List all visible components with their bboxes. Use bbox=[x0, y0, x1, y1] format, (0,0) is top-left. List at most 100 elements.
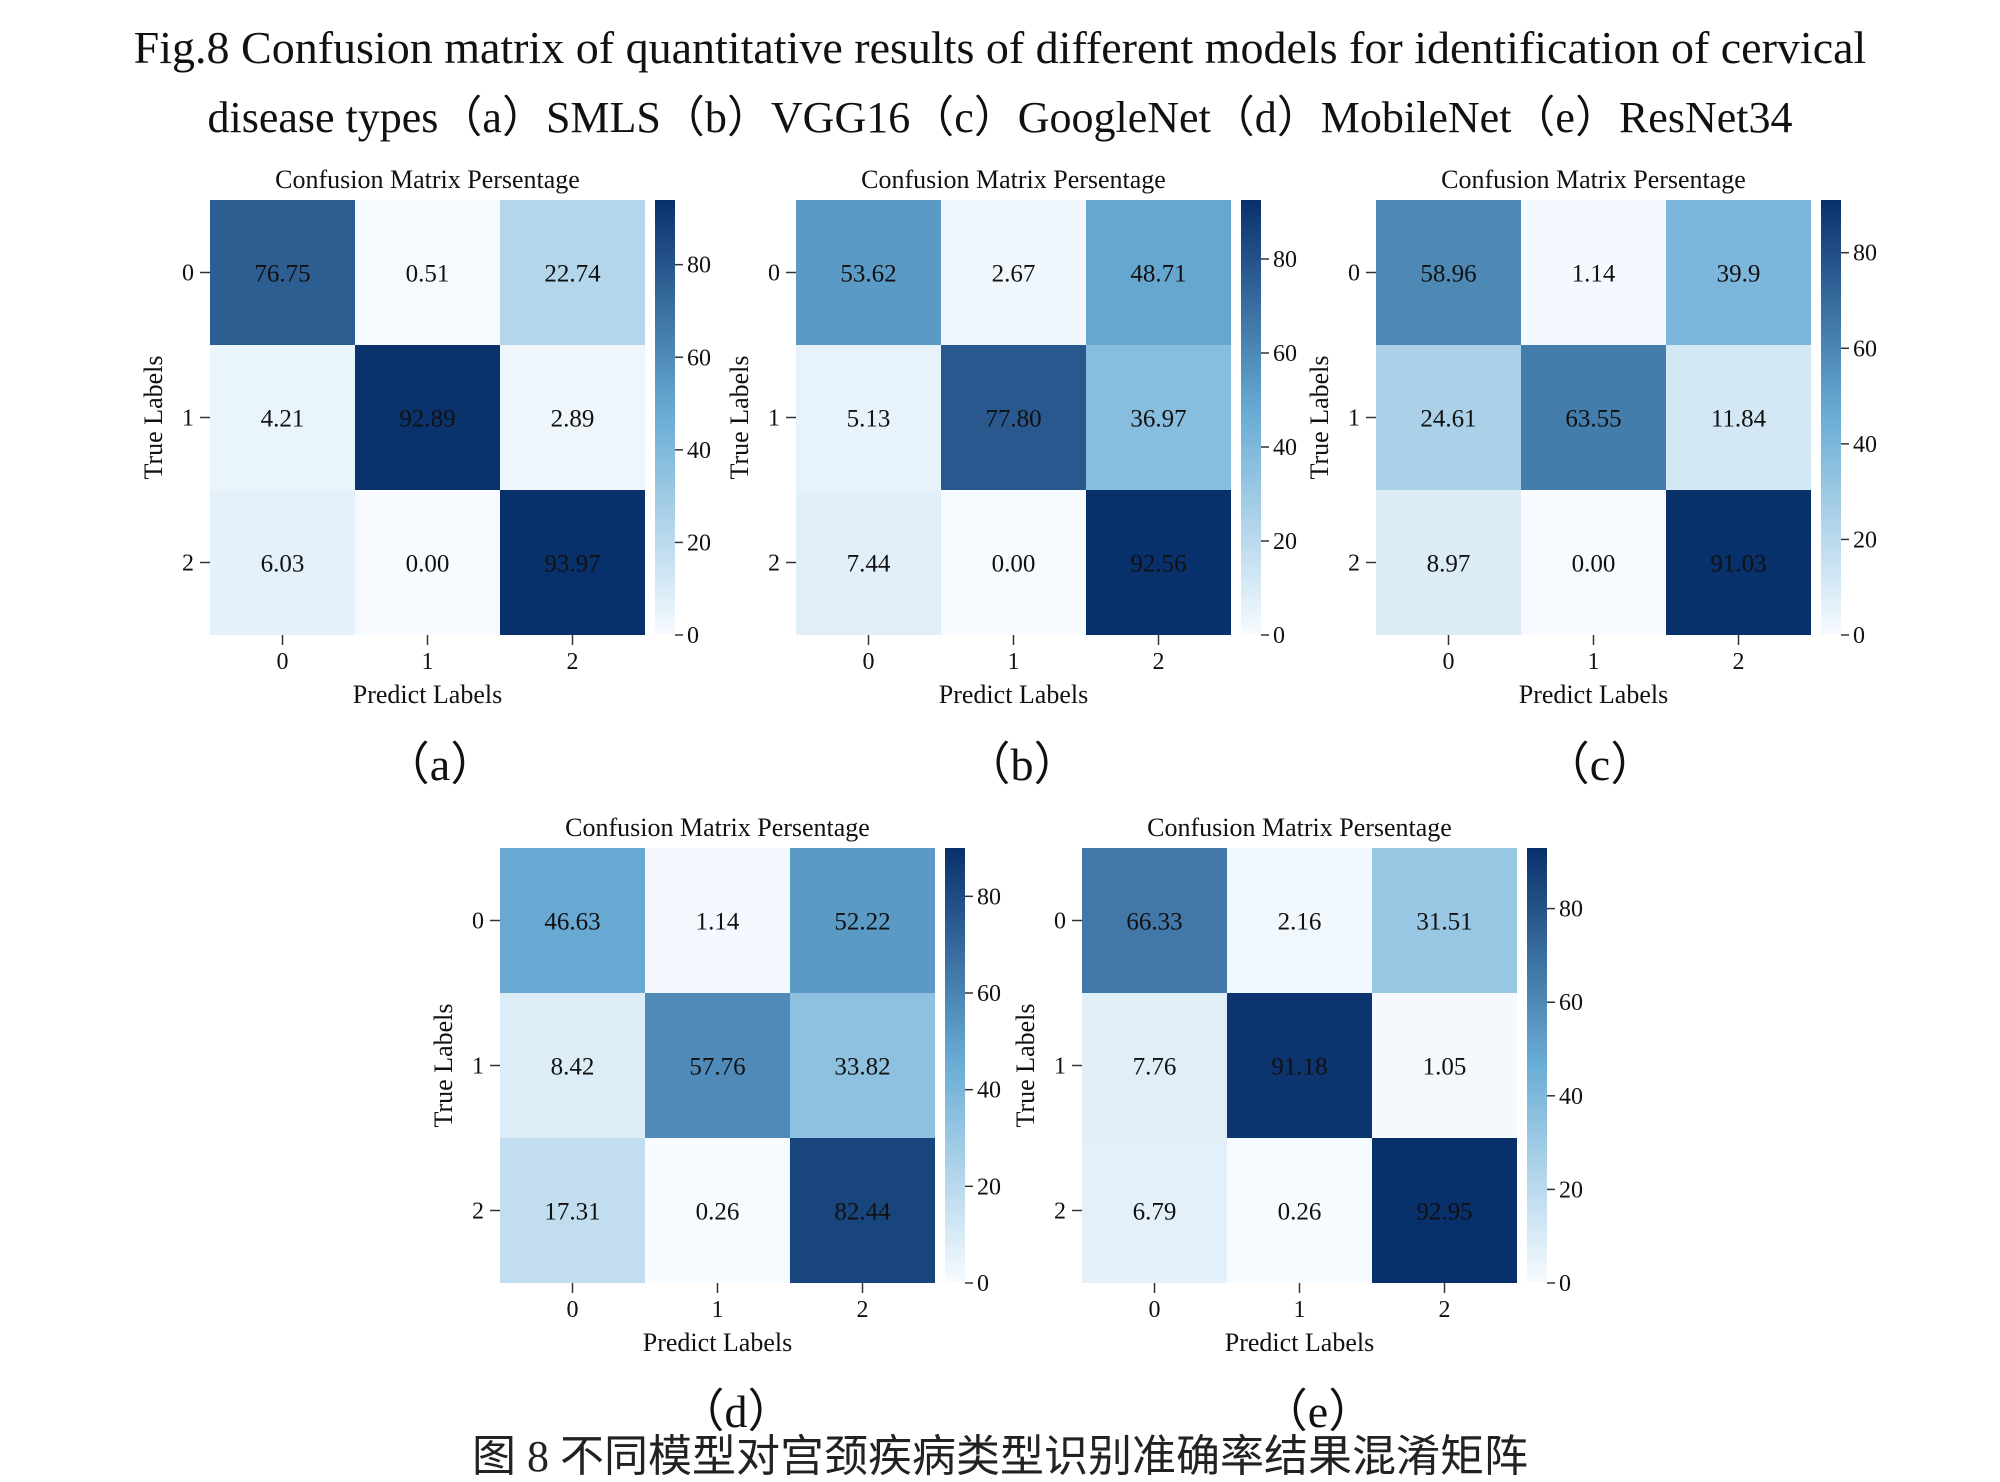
heatmap-cell bbox=[941, 490, 1086, 635]
y-axis-label: True Labels bbox=[725, 356, 754, 480]
x-tick-label: 1 bbox=[1008, 649, 1020, 675]
cell-value-label: 91.03 bbox=[1710, 551, 1766, 578]
chart-title: Confusion Matrix Persentage bbox=[275, 165, 580, 194]
cell-value-label: 7.76 bbox=[1133, 1054, 1177, 1081]
cell-value-label: 1.05 bbox=[1423, 1054, 1467, 1081]
heatmap-cell bbox=[1376, 490, 1521, 635]
heatmap-cell bbox=[1376, 345, 1521, 490]
cell-value-label: 36.97 bbox=[1130, 406, 1186, 433]
y-tick-label: 2 bbox=[182, 551, 194, 577]
y-tick-label: 1 bbox=[182, 406, 194, 432]
cell-value-label: 4.21 bbox=[261, 406, 305, 433]
colorbar-tick-label: 20 bbox=[1853, 527, 1877, 553]
colorbar-tick-label: 60 bbox=[1853, 336, 1877, 362]
colorbar-tick-label: 20 bbox=[1559, 1177, 1583, 1203]
x-tick-label: 1 bbox=[422, 649, 434, 675]
figure-caption-english-line2: disease types（a）SMLS（b）VGG16（c）GoogleNet… bbox=[207, 93, 1793, 142]
heatmap-cell bbox=[355, 345, 500, 490]
x-tick-label: 0 bbox=[1149, 1297, 1161, 1323]
heatmap-cell bbox=[355, 490, 500, 635]
y-tick-label: 0 bbox=[1348, 261, 1360, 287]
heatmap-cell bbox=[210, 490, 355, 635]
colorbar-tick-label: 60 bbox=[687, 345, 711, 371]
heatmap-cell bbox=[1666, 345, 1811, 490]
x-axis-label: Predict Labels bbox=[1225, 1328, 1374, 1357]
panel-label-b: （b） bbox=[964, 739, 1080, 790]
heatmap-cell bbox=[1372, 993, 1517, 1138]
cell-value-label: 0.26 bbox=[696, 1199, 740, 1226]
colorbar-tick-label: 0 bbox=[977, 1271, 989, 1297]
heatmap-cell bbox=[941, 345, 1086, 490]
x-axis-label: Predict Labels bbox=[1519, 680, 1668, 709]
figure-caption-chinese: 图 8 不同模型对宫颈疾病类型识别准确率结果混淆矩阵 bbox=[472, 1432, 1528, 1481]
heatmap-cell bbox=[1521, 200, 1666, 345]
heatmap-cell bbox=[645, 993, 790, 1138]
y-tick-label: 1 bbox=[472, 1054, 484, 1080]
cell-value-label: 0.00 bbox=[1572, 551, 1616, 578]
cell-value-label: 2.67 bbox=[992, 261, 1036, 288]
cell-value-label: 52.22 bbox=[834, 909, 890, 936]
y-tick-label: 1 bbox=[1348, 406, 1360, 432]
y-tick-label: 2 bbox=[768, 551, 780, 577]
heatmap-cell bbox=[500, 490, 645, 635]
heatmap-cell bbox=[1082, 993, 1227, 1138]
heatmap-cell bbox=[1227, 1138, 1372, 1283]
colorbar bbox=[1241, 200, 1261, 635]
heatmap-cell bbox=[1082, 1138, 1227, 1283]
heatmap-cell bbox=[1376, 200, 1521, 345]
y-tick-label: 0 bbox=[182, 261, 194, 287]
colorbar-tick-label: 80 bbox=[1853, 241, 1877, 267]
cell-value-label: 8.97 bbox=[1427, 551, 1471, 578]
y-tick-label: 1 bbox=[768, 406, 780, 432]
x-tick-label: 1 bbox=[1588, 649, 1600, 675]
cell-value-label: 77.80 bbox=[985, 406, 1041, 433]
cell-value-label: 92.89 bbox=[399, 406, 455, 433]
x-tick-label: 0 bbox=[863, 649, 875, 675]
colorbar bbox=[945, 848, 965, 1283]
colorbar-tick-label: 20 bbox=[687, 530, 711, 556]
heatmap-cell bbox=[796, 200, 941, 345]
heatmap-cell bbox=[500, 993, 645, 1138]
x-tick-label: 0 bbox=[277, 649, 289, 675]
x-tick-label: 1 bbox=[1294, 1297, 1306, 1323]
heatmap-cell bbox=[1521, 490, 1666, 635]
heatmap-cell bbox=[500, 1138, 645, 1283]
heatmap-cell bbox=[941, 200, 1086, 345]
colorbar-tick-label: 40 bbox=[1273, 435, 1297, 461]
colorbar-tick-label: 60 bbox=[977, 981, 1001, 1007]
colorbar-tick-label: 60 bbox=[1273, 341, 1297, 367]
panel-label-d: （d） bbox=[678, 1386, 794, 1437]
x-tick-label: 0 bbox=[567, 1297, 579, 1323]
colorbar-tick-label: 80 bbox=[687, 253, 711, 279]
heatmap-cell bbox=[355, 200, 500, 345]
panel-label-e: （e） bbox=[1261, 1386, 1375, 1437]
y-axis-label: True Labels bbox=[429, 1004, 458, 1128]
cell-value-label: 92.95 bbox=[1416, 1199, 1472, 1226]
heatmap-cell bbox=[210, 200, 355, 345]
cell-value-label: 0.00 bbox=[992, 551, 1036, 578]
cell-value-label: 24.61 bbox=[1420, 406, 1476, 433]
y-axis-label: True Labels bbox=[1011, 1004, 1040, 1128]
y-tick-label: 0 bbox=[472, 909, 484, 935]
cell-value-label: 1.14 bbox=[1572, 261, 1616, 288]
cell-value-label: 92.56 bbox=[1130, 551, 1186, 578]
cell-value-label: 0.26 bbox=[1278, 1199, 1322, 1226]
chart-title: Confusion Matrix Persentage bbox=[1147, 813, 1452, 842]
x-tick-label: 2 bbox=[567, 649, 579, 675]
cell-value-label: 2.16 bbox=[1278, 909, 1322, 936]
confusion-matrix-panel-a: Confusion Matrix Persentage 76.75 0.51 22.7… bbox=[139, 165, 711, 709]
colorbar-tick-label: 40 bbox=[977, 1078, 1001, 1104]
colorbar-tick-label: 0 bbox=[1559, 1271, 1571, 1297]
heatmap-cell bbox=[1227, 848, 1372, 993]
cell-value-label: 82.44 bbox=[834, 1199, 891, 1226]
x-axis-label: Predict Labels bbox=[353, 680, 502, 709]
cell-value-label: 46.63 bbox=[544, 909, 600, 936]
cell-value-label: 17.31 bbox=[544, 1199, 600, 1226]
y-tick-label: 2 bbox=[1054, 1199, 1066, 1225]
colorbar bbox=[1527, 848, 1547, 1283]
heatmap-cell bbox=[1086, 345, 1231, 490]
cell-value-label: 93.97 bbox=[544, 551, 600, 578]
x-axis-label: Predict Labels bbox=[939, 680, 1088, 709]
cell-value-label: 76.75 bbox=[254, 261, 310, 288]
x-tick-label: 0 bbox=[1443, 649, 1455, 675]
